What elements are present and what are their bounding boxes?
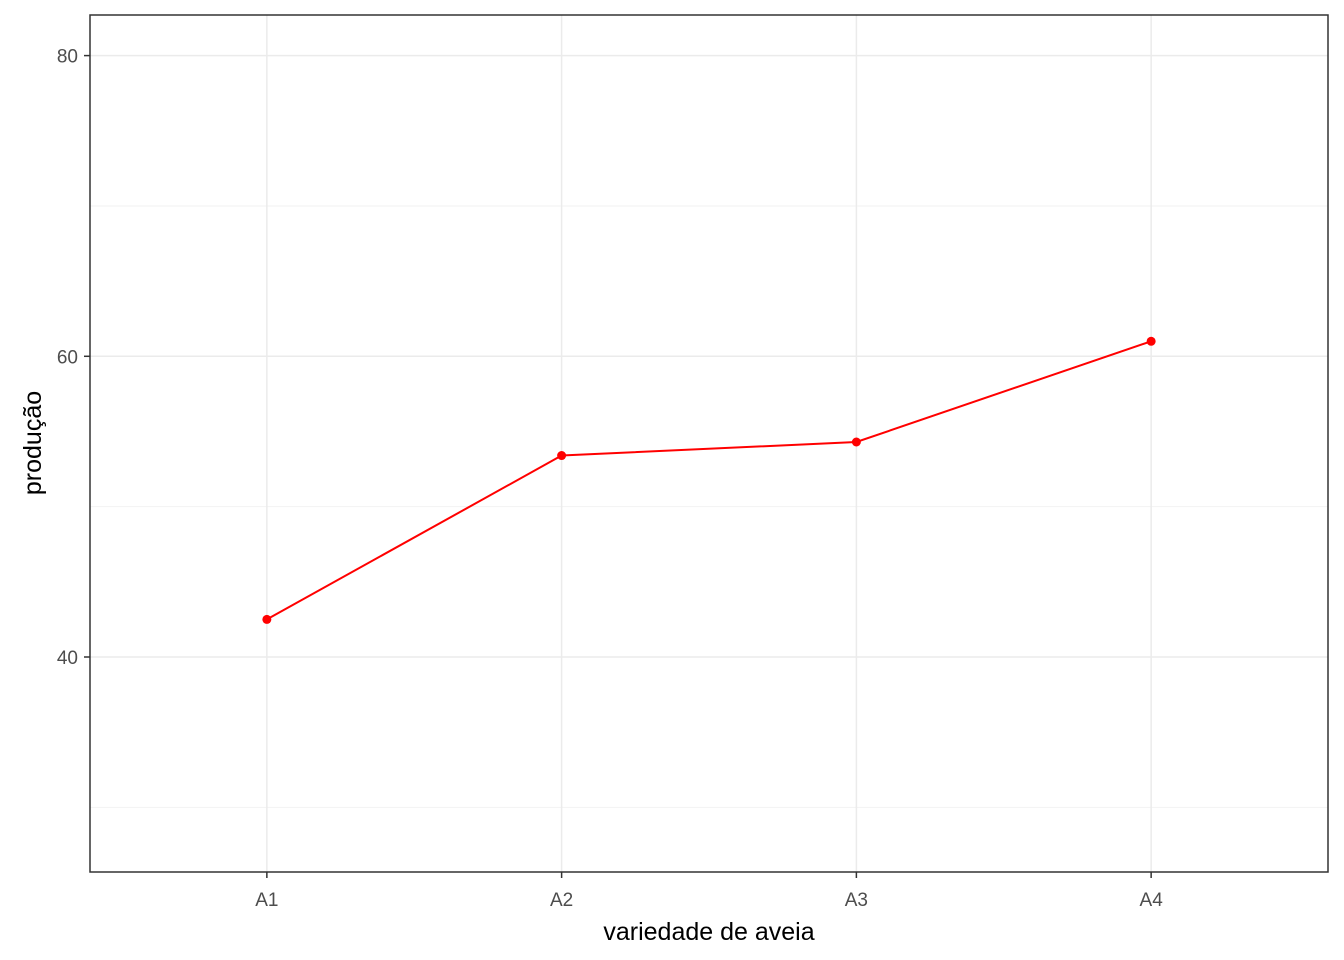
y-tick-label: 40 — [57, 648, 78, 669]
series-line — [266, 340, 1152, 621]
x-axis: A1 A2 A3 A4 — [255, 872, 1163, 911]
x-tick-label: A3 — [845, 890, 868, 911]
data-point — [1146, 336, 1156, 346]
series-layer — [262, 336, 1156, 624]
data-point — [262, 614, 272, 624]
data-point — [557, 451, 567, 461]
x-tick-label: A4 — [1140, 890, 1164, 911]
y-axis: 40 60 80 — [57, 47, 90, 669]
minor-gridlines — [90, 205, 1328, 808]
y-axis-title: produção — [19, 391, 47, 495]
x-tick-label: A1 — [255, 890, 278, 911]
x-tick-label: A2 — [550, 890, 573, 911]
plot-border — [89, 14, 1329, 873]
plot-panel — [90, 15, 1328, 872]
y-tick-label: 60 — [57, 347, 78, 368]
y-tick-label: 80 — [57, 47, 78, 68]
x-axis-title: variedade de aveia — [603, 918, 814, 946]
data-point — [851, 437, 861, 447]
